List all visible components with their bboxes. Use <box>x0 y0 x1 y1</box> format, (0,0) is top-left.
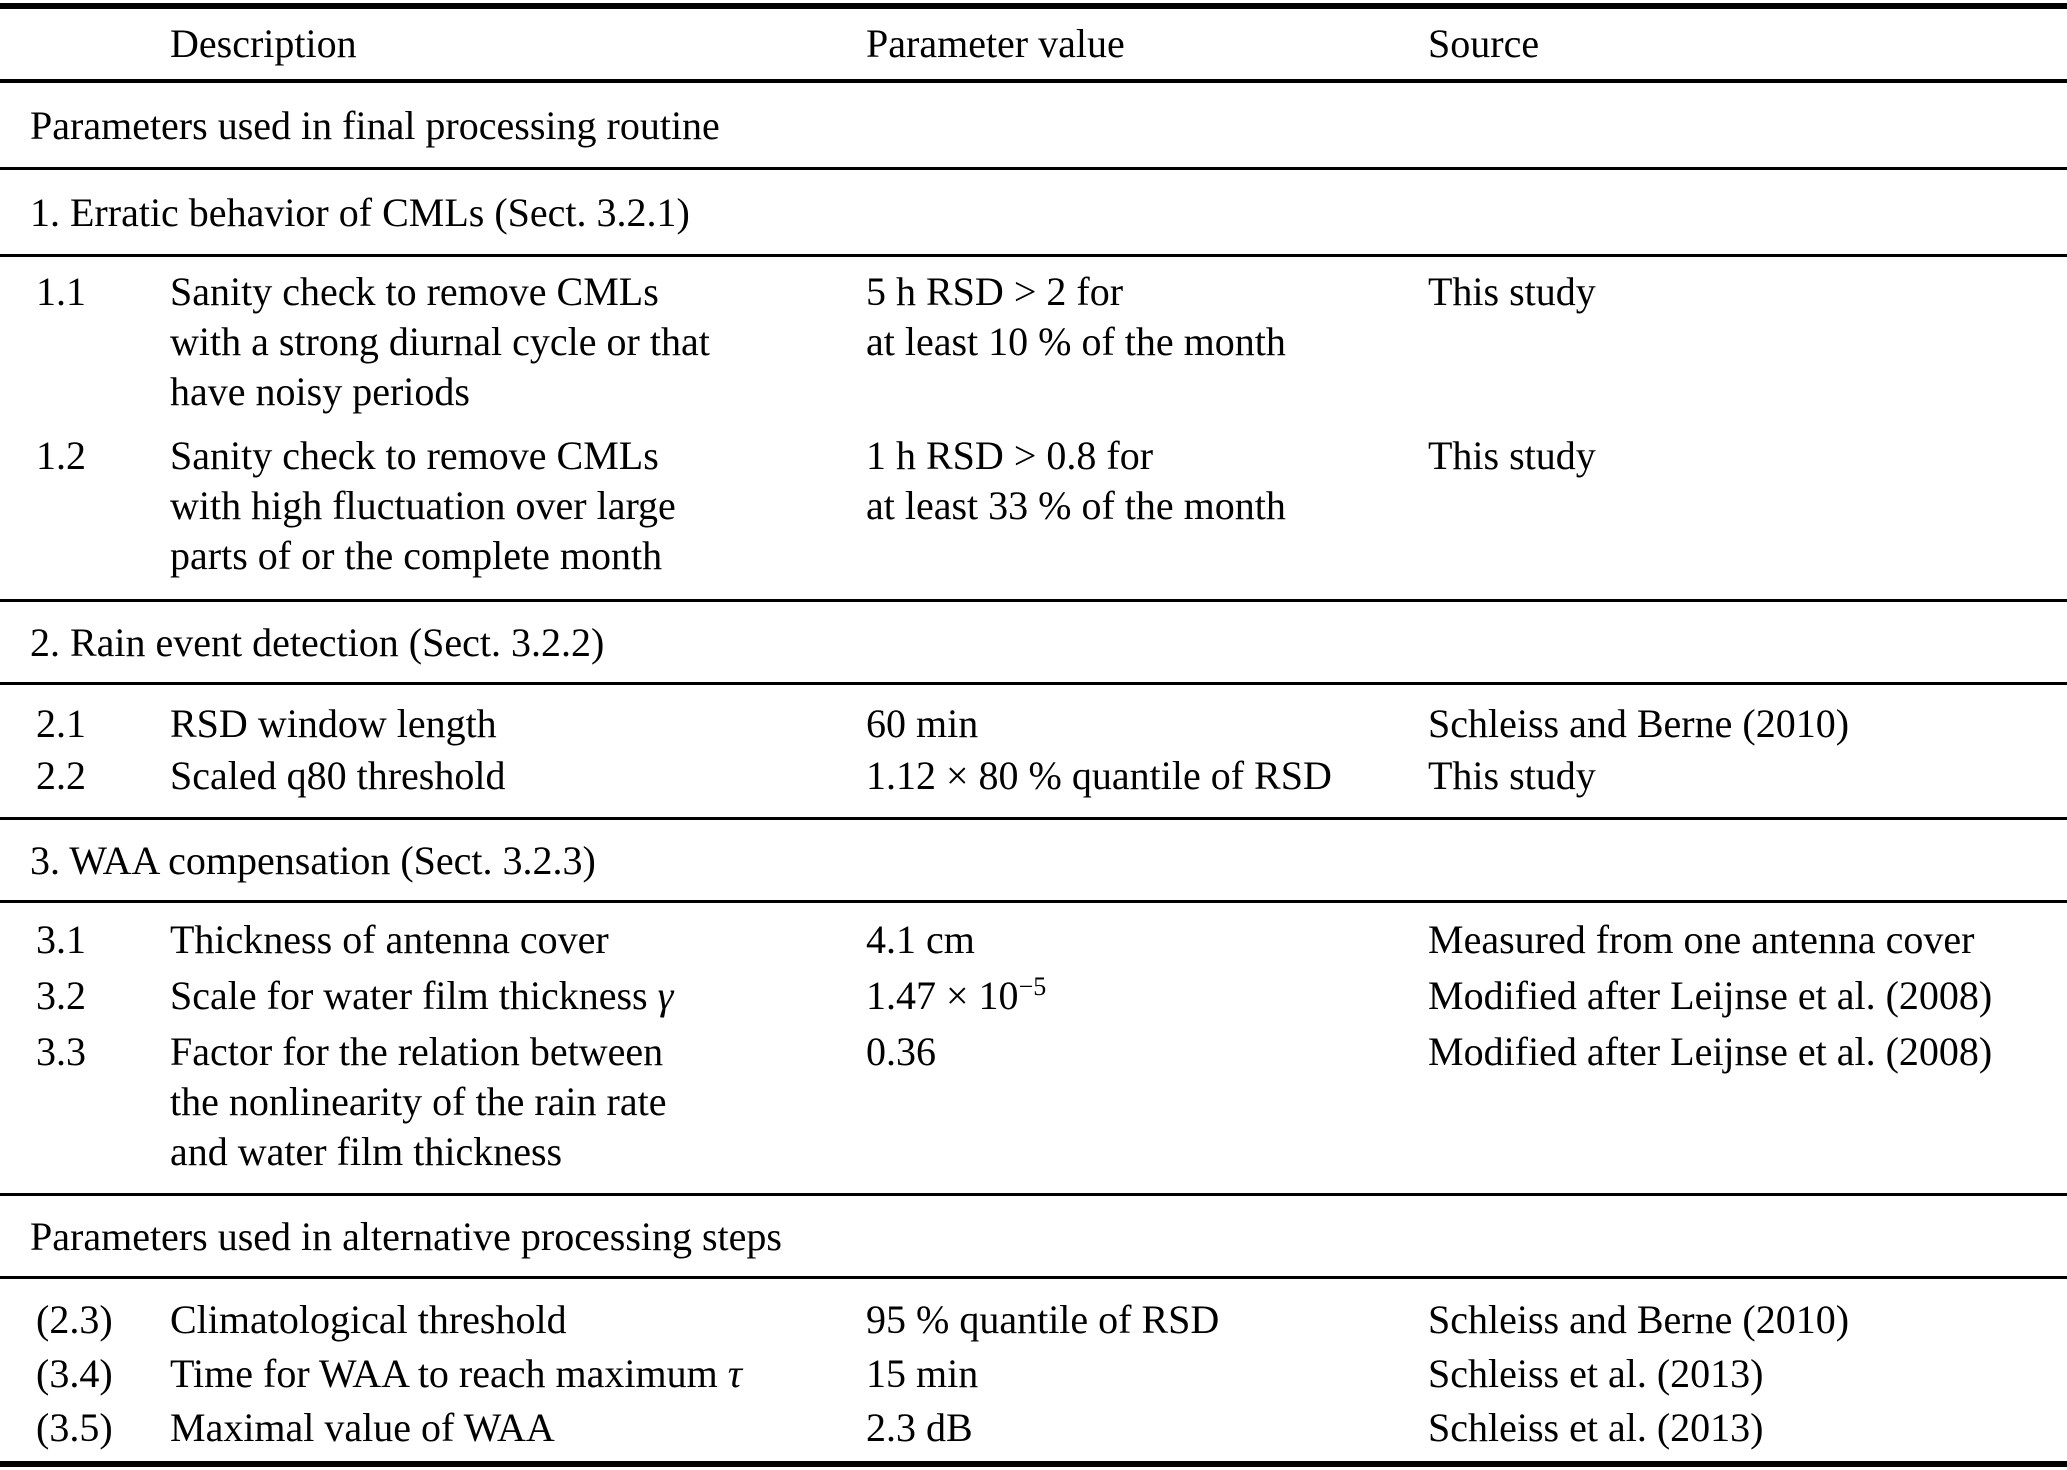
cell-description: Scale for water film thickness γ <box>170 971 866 1021</box>
section-title-label: 2. Rain event detection (Sect. 3.2.2) <box>30 619 605 665</box>
table-top-rule <box>0 3 2067 9</box>
cell-source: Measured from one antenna cover <box>1428 917 1975 962</box>
cell-description: Thickness of antenna cover <box>170 917 609 962</box>
table-bottom-rule <box>0 1461 2067 1467</box>
part-title-alternative-processing: Parameters used in alternative processin… <box>0 1196 2067 1276</box>
cell-parameter-value: 4.1 cm <box>866 917 975 962</box>
cell-parameter-value: 2.3 dB <box>866 1405 973 1450</box>
section-title-label: 3. WAA compensation (Sect. 3.2.3) <box>30 837 596 883</box>
cell-description: Time for WAA to reach maximum τ <box>170 1349 866 1399</box>
cell-source: This study <box>1428 269 1596 314</box>
cell-row-id: 2.1 <box>36 701 86 746</box>
table-header-row: Description Parameter value Source <box>0 9 2067 79</box>
cell-description: Climatological threshold <box>170 1297 567 1342</box>
cell-row-id: 1.2 <box>36 433 86 478</box>
divider-rule <box>0 817 2067 820</box>
parameter-base: 1.47 × 10 <box>866 973 1019 1018</box>
cell-row-id: (2.3) <box>36 1297 113 1342</box>
header-bottom-rule <box>0 79 2067 83</box>
cell-row-id: 3.3 <box>36 1029 86 1074</box>
cell-parameter-value: 1.47 × 10−5 <box>866 971 1428 1021</box>
cell-row-id: 2.2 <box>36 753 86 798</box>
table-row: 1.1 Sanity check to remove CMLs with a s… <box>0 267 2067 417</box>
parameter-exponent: −5 <box>1018 972 1047 1001</box>
divider-rule <box>0 1276 2067 1279</box>
divider-rule <box>0 254 2067 257</box>
cell-row-id: (3.4) <box>36 1351 113 1396</box>
gamma-symbol: γ <box>657 973 674 1018</box>
header-description: Description <box>170 21 357 66</box>
table-row: (3.4) Time for WAA to reach maximum τ 15… <box>0 1349 2067 1399</box>
divider-rule <box>0 599 2067 602</box>
cell-source: Schleiss and Berne (2010) <box>1428 701 1850 746</box>
cell-parameter-value: 1 h RSD > 0.8 for at least 33 % of the m… <box>866 433 1286 528</box>
cell-parameter-value: 60 min <box>866 701 979 746</box>
header-source: Source <box>1428 21 1540 66</box>
group-alternative-rows: (2.3) Climatological threshold 95 % quan… <box>0 1279 2067 1461</box>
cell-source: Modified after Leijnse et al. (2008) <box>1428 973 1993 1018</box>
description-text: Time for WAA to reach maximum <box>170 1351 728 1396</box>
cell-source: This study <box>1428 433 1596 478</box>
cell-parameter-value: 95 % quantile of RSD <box>866 1297 1220 1342</box>
table-row: 3.2 Scale for water film thickness γ 1.4… <box>0 971 2067 1021</box>
cell-row-id: 3.2 <box>36 973 86 1018</box>
table-row: 3.1 Thickness of antenna cover 4.1 cm Me… <box>0 915 2067 965</box>
group-erratic-behavior-rows: 1.1 Sanity check to remove CMLs with a s… <box>0 257 2067 599</box>
part-title-final-processing: Parameters used in final processing rout… <box>0 83 2067 167</box>
part-divider-rule <box>0 1193 2067 1196</box>
table-row: (2.3) Climatological threshold 95 % quan… <box>0 1295 2067 1345</box>
cell-description: Factor for the relation between the nonl… <box>170 1029 667 1174</box>
cell-parameter-value: 5 h RSD > 2 for at least 10 % of the mon… <box>866 269 1286 364</box>
header-parameter-value: Parameter value <box>866 21 1125 66</box>
table-row: (3.5) Maximal value of WAA 2.3 dB Schlei… <box>0 1403 2067 1453</box>
cell-parameter-value: 15 min <box>866 1351 979 1396</box>
cell-source: Modified after Leijnse et al. (2008) <box>1428 1029 1993 1074</box>
section-title-waa-compensation: 3. WAA compensation (Sect. 3.2.3) <box>0 820 2067 900</box>
cell-source: Schleiss et al. (2013) <box>1428 1405 1764 1450</box>
divider-rule <box>0 167 2067 170</box>
cell-source: Schleiss and Berne (2010) <box>1428 1297 1850 1342</box>
group-waa-compensation-rows: 3.1 Thickness of antenna cover 4.1 cm Me… <box>0 903 2067 1193</box>
cell-parameter-value: 1.12 × 80 % quantile of RSD <box>866 753 1332 798</box>
cell-description: Maximal value of WAA <box>170 1405 555 1450</box>
cell-row-id: (3.5) <box>36 1405 113 1450</box>
table-row: 2.1 RSD window length 60 min Schleiss an… <box>0 699 2067 749</box>
table-row: 2.2 Scaled q80 threshold 1.12 × 80 % qua… <box>0 751 2067 801</box>
cell-row-id: 1.1 <box>36 269 86 314</box>
part-title-label: Parameters used in final processing rout… <box>30 102 720 148</box>
cell-description: Sanity check to remove CMLs with high fl… <box>170 433 676 578</box>
cell-parameter-value: 0.36 <box>866 1029 936 1074</box>
cell-description: Sanity check to remove CMLs with a stron… <box>170 269 710 414</box>
description-text: Scale for water film thickness <box>170 973 658 1018</box>
cell-description: Scaled q80 threshold <box>170 753 506 798</box>
cell-source: Schleiss et al. (2013) <box>1428 1351 1764 1396</box>
section-title-label: 1. Erratic behavior of CMLs (Sect. 3.2.1… <box>30 189 690 235</box>
tau-symbol: τ <box>727 1351 743 1396</box>
divider-rule <box>0 900 2067 903</box>
table-row: 1.2 Sanity check to remove CMLs with hig… <box>0 431 2067 581</box>
cell-description: RSD window length <box>170 701 497 746</box>
divider-rule <box>0 682 2067 685</box>
group-rain-event-detection-rows: 2.1 RSD window length 60 min Schleiss an… <box>0 685 2067 817</box>
part-title-label: Parameters used in alternative processin… <box>30 1213 782 1259</box>
cell-source: This study <box>1428 753 1596 798</box>
section-title-rain-event-detection: 2. Rain event detection (Sect. 3.2.2) <box>0 602 2067 682</box>
cell-row-id: 3.1 <box>36 917 86 962</box>
table-row: 3.3 Factor for the relation between the … <box>0 1027 2067 1177</box>
section-title-erratic-behavior: 1. Erratic behavior of CMLs (Sect. 3.2.1… <box>0 170 2067 254</box>
